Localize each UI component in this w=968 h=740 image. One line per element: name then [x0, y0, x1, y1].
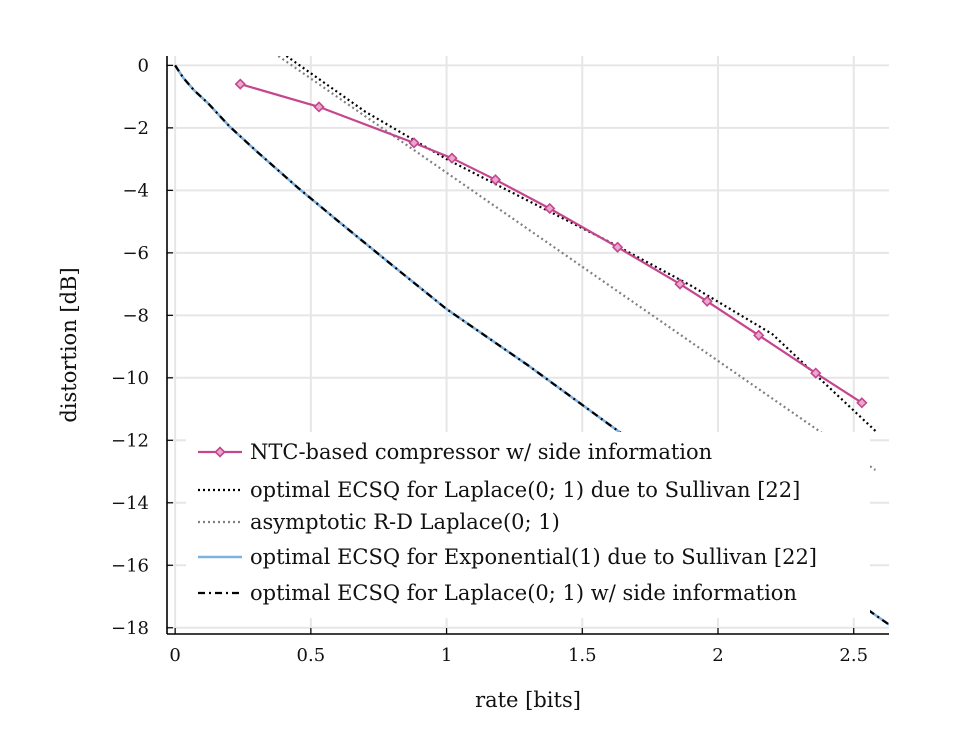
series-line-1 [285, 56, 877, 432]
y-tick-label: −4 [122, 180, 149, 201]
series-line-4 [174, 64, 889, 626]
legend-label-1: optimal ECSQ for Laplace(0; 1) due to Su… [250, 478, 800, 502]
x-tick-label: 0.5 [297, 645, 326, 666]
legend-marker [214, 446, 226, 458]
x-tick-label: 2 [712, 645, 723, 666]
axes [166, 56, 889, 635]
y-tick-label: −10 [111, 368, 149, 389]
legend-label-4: optimal ECSQ for Laplace(0; 1) w/ side i… [250, 581, 797, 605]
legend-label-0: NTC-based compressor w/ side information [250, 440, 712, 464]
series-line-2 [277, 56, 877, 471]
y-tick-label: −8 [122, 305, 149, 326]
data-point-marker [674, 278, 686, 290]
y-tick-label: −6 [122, 243, 149, 264]
data-point-marker [489, 174, 502, 186]
y-tick-label: 0 [138, 55, 149, 76]
data-point-marker [753, 329, 765, 341]
y-tick-label: −16 [111, 555, 149, 576]
legend-label-2: asymptotic R-D Laplace(0; 1) [250, 510, 560, 534]
legend-label-3: optimal ECSQ for Exponential(1) due to S… [250, 545, 817, 569]
x-tick-label: 0 [169, 645, 180, 666]
y-tick-label: −12 [111, 430, 149, 451]
legend: NTC-based compressor w/ side information… [186, 432, 870, 618]
data-point-marker [701, 295, 713, 307]
y-tick-label: −14 [111, 493, 149, 514]
data-point-marker [313, 101, 325, 113]
data-point-marker [234, 78, 246, 90]
x-tick-label: 1.5 [568, 645, 597, 666]
y-axis-label: distortion [dB] [57, 267, 81, 422]
data-point-marker [611, 241, 624, 253]
ticks: 0 0.5 1 1.5 2 2.5 0 −2 −4 −6 −8 −10 −12 −14 −16 −18 [111, 55, 868, 666]
data-point-marker [810, 367, 822, 379]
y-tick-label: −18 [111, 618, 149, 639]
data-point-marker [446, 152, 458, 164]
y-tick-label: −2 [122, 118, 149, 139]
data-point-marker [408, 137, 420, 149]
data-point-marker [544, 202, 556, 215]
series-line-0 [239, 83, 863, 404]
x-tick-label: 2.5 [839, 645, 868, 666]
data-point-marker [856, 397, 868, 409]
x-tick-label: 1 [441, 645, 452, 666]
legend-box [186, 432, 870, 618]
x-axis-label: rate [bits] [475, 688, 581, 712]
